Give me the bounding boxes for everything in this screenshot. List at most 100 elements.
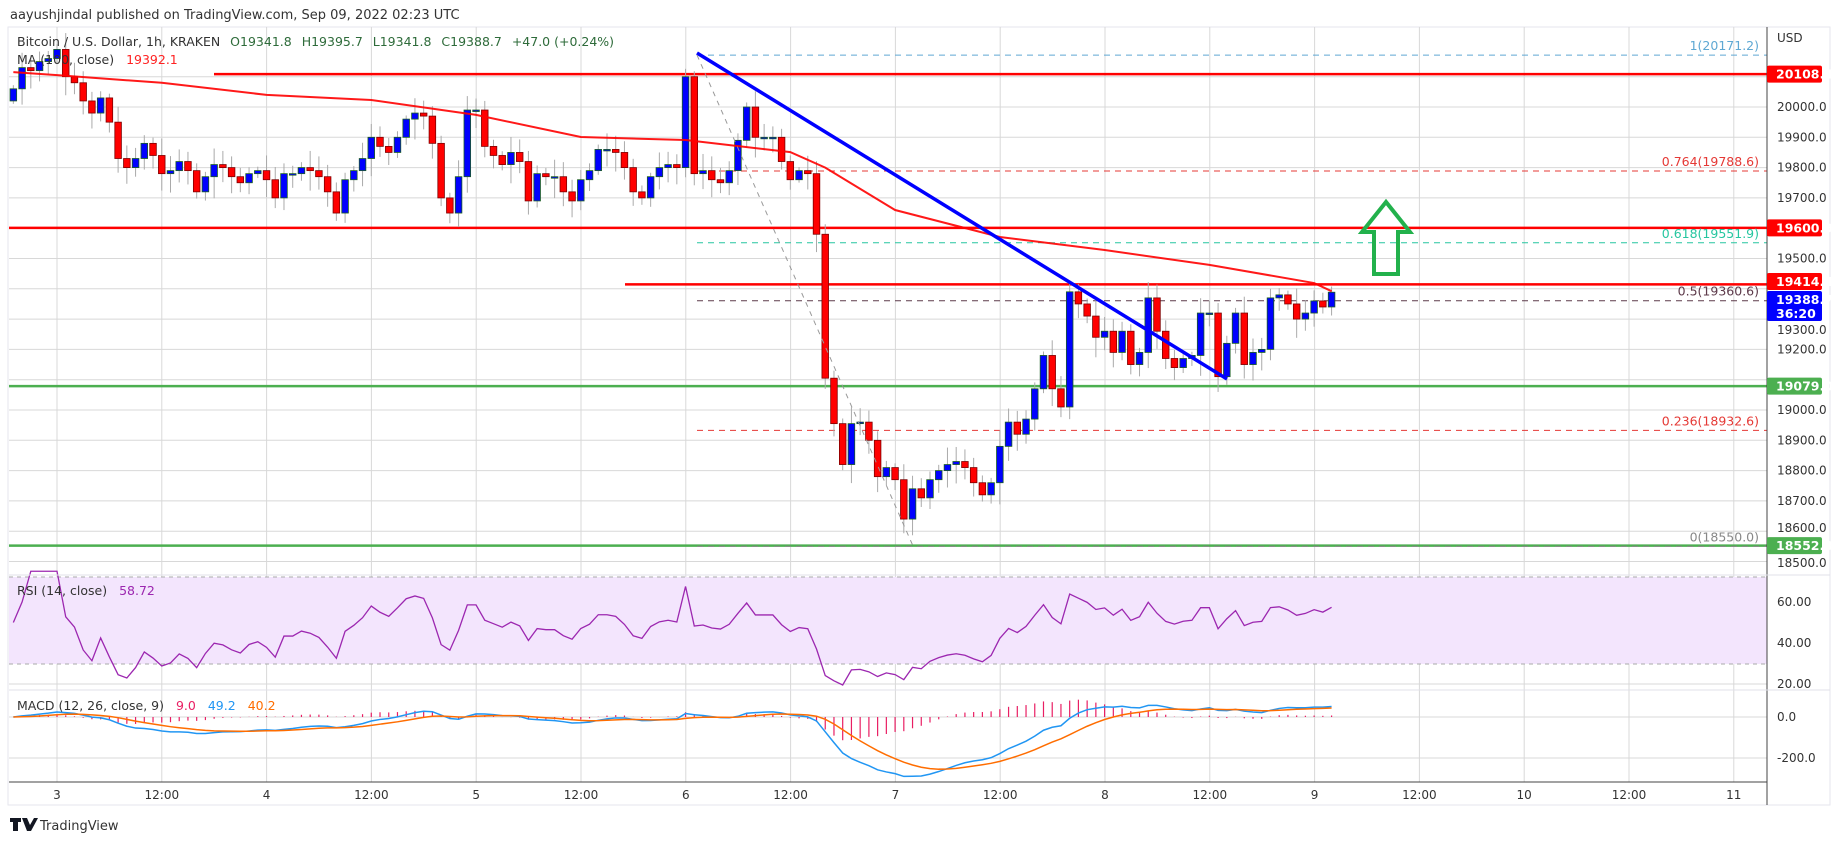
candle (795, 166, 803, 183)
candle (1083, 298, 1091, 324)
candle (175, 149, 183, 183)
candle-down-body (830, 377, 838, 425)
macd-tick-label: 0.0 (1777, 710, 1796, 724)
candle-down-body (777, 136, 786, 162)
candle (1284, 290, 1292, 310)
candle-down-body (568, 191, 576, 202)
fib-level-label: 0(18550.0) (1690, 529, 1759, 544)
candle (550, 159, 559, 199)
candle (1179, 352, 1187, 374)
candle-down-body (1092, 315, 1100, 338)
candle-up-body (1065, 291, 1074, 408)
legend-low: L19341.8 (373, 34, 432, 49)
candle (847, 407, 856, 484)
tradingview-logo[interactable]: TradingView (10, 818, 119, 834)
time-axis[interactable]: 3 12:00 4 12:00 5 12:00 6 12:00 7 12:00 8 12:00 9 12:… (53, 788, 1741, 802)
candle (620, 141, 629, 180)
candle-up-body (742, 106, 751, 141)
candle-up-body (472, 109, 480, 112)
candle (961, 449, 969, 480)
candle (489, 139, 498, 169)
candle-down-body (969, 467, 978, 484)
candle (760, 123, 768, 151)
candle (594, 144, 602, 175)
candle-up-body (166, 170, 175, 175)
candle (1214, 303, 1222, 392)
downtrend-line[interactable] (696, 51, 1228, 381)
time-tick-label: 6 (682, 788, 690, 802)
price-badge-label: 20108.4 (1776, 67, 1833, 82)
svg-text:MA (100, close) 19392.1: MA (100, close) 19392.1 (17, 52, 178, 67)
price-axis[interactable]: 20108.4 19600.9 19414.4 19079.0 18552.3 19388… (1767, 31, 1833, 765)
candle-down-body (812, 173, 821, 235)
candle-up-body (1100, 330, 1109, 338)
candle-up-body (1118, 330, 1126, 353)
candle-up-body (987, 482, 995, 496)
candle-up-body (603, 149, 611, 152)
published-by: aayushjindal published on TradingView.co… (10, 8, 460, 23)
candle (1223, 335, 1231, 385)
candle (891, 463, 899, 491)
rsi-band (9, 577, 1767, 664)
time-tick-label: 9 (1311, 788, 1319, 802)
candle (742, 102, 751, 148)
candle (419, 100, 428, 130)
candle (908, 475, 917, 536)
candle (1144, 282, 1152, 369)
candle (192, 163, 201, 199)
candle-down-body (227, 167, 236, 178)
candle-up-body (393, 136, 402, 153)
time-tick-label: 3 (53, 788, 61, 802)
candle (577, 170, 585, 211)
candle-down-body (306, 167, 314, 172)
price-badge-label: 19600.9 (1776, 220, 1833, 235)
candle-up-body (935, 470, 943, 481)
candle (926, 471, 934, 509)
candle-up-body (952, 461, 960, 465)
last-price-label: 19388.7 (1776, 292, 1833, 307)
candle (612, 135, 620, 172)
time-tick-label: 12:00 (354, 788, 389, 802)
candle-up-body (201, 176, 210, 193)
candle-down-body (1153, 297, 1161, 332)
price-badge (1767, 65, 1822, 83)
candle-down-body (446, 197, 454, 214)
candle (123, 145, 131, 184)
candle-up-body (350, 170, 358, 181)
candle (1292, 288, 1301, 338)
candle-down-body (638, 191, 646, 199)
candle-down-body (708, 170, 716, 181)
candle (289, 165, 297, 188)
candle (1327, 286, 1336, 316)
candle (1266, 288, 1275, 361)
candle (114, 106, 122, 173)
candle (227, 156, 236, 194)
candle-down-body (751, 106, 760, 138)
candle-down-body (839, 423, 847, 465)
candle (315, 156, 323, 190)
candle-up-body (1231, 312, 1240, 344)
candle (533, 165, 541, 208)
candle (821, 224, 829, 389)
time-tick-label: 12:00 (1612, 788, 1647, 802)
candle (1275, 288, 1283, 311)
legend-high: H19395.7 (302, 34, 363, 49)
candle-down-body (900, 479, 908, 520)
candle-down-body (629, 167, 637, 193)
legend-close: C19388.7 (441, 34, 501, 49)
candle-up-body (1205, 312, 1214, 315)
candle (734, 133, 742, 185)
fib-level-label: 0.618(19551.9) (1662, 226, 1759, 241)
candle-up-body (550, 176, 559, 179)
candle-down-body (1214, 312, 1222, 378)
candle (1013, 410, 1021, 451)
candle-down-body (1162, 330, 1170, 359)
candle (280, 163, 288, 211)
candle-down-body (332, 191, 341, 214)
candle-down-body (673, 164, 681, 169)
price-tick-label: 20000.0 (1777, 100, 1827, 114)
candle (935, 464, 943, 493)
candle-down-body (620, 152, 629, 168)
currency-label: USD (1777, 31, 1803, 45)
